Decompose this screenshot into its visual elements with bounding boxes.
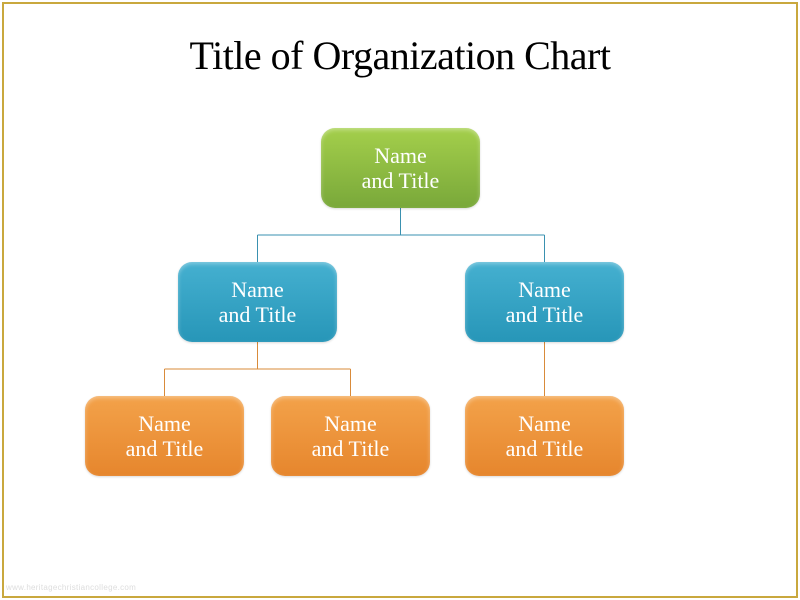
org-node: Name and Title xyxy=(178,262,337,342)
org-node: Name and Title xyxy=(85,396,244,476)
org-node-label: Name and Title xyxy=(126,411,204,462)
org-node-label: Name and Title xyxy=(219,277,297,328)
org-node: Name and Title xyxy=(465,262,624,342)
org-node: Name and Title xyxy=(465,396,624,476)
watermark: www.heritagechristiancollege.com xyxy=(6,583,136,592)
org-node-label: Name and Title xyxy=(312,411,390,462)
org-node: Name and Title xyxy=(321,128,480,208)
org-node-label: Name and Title xyxy=(362,143,440,194)
org-node: Name and Title xyxy=(271,396,430,476)
org-node-label: Name and Title xyxy=(506,277,584,328)
connector-lines xyxy=(0,0,800,600)
org-node-label: Name and Title xyxy=(506,411,584,462)
org-chart: Name and Title Name and Title Name and Tit… xyxy=(0,0,800,600)
